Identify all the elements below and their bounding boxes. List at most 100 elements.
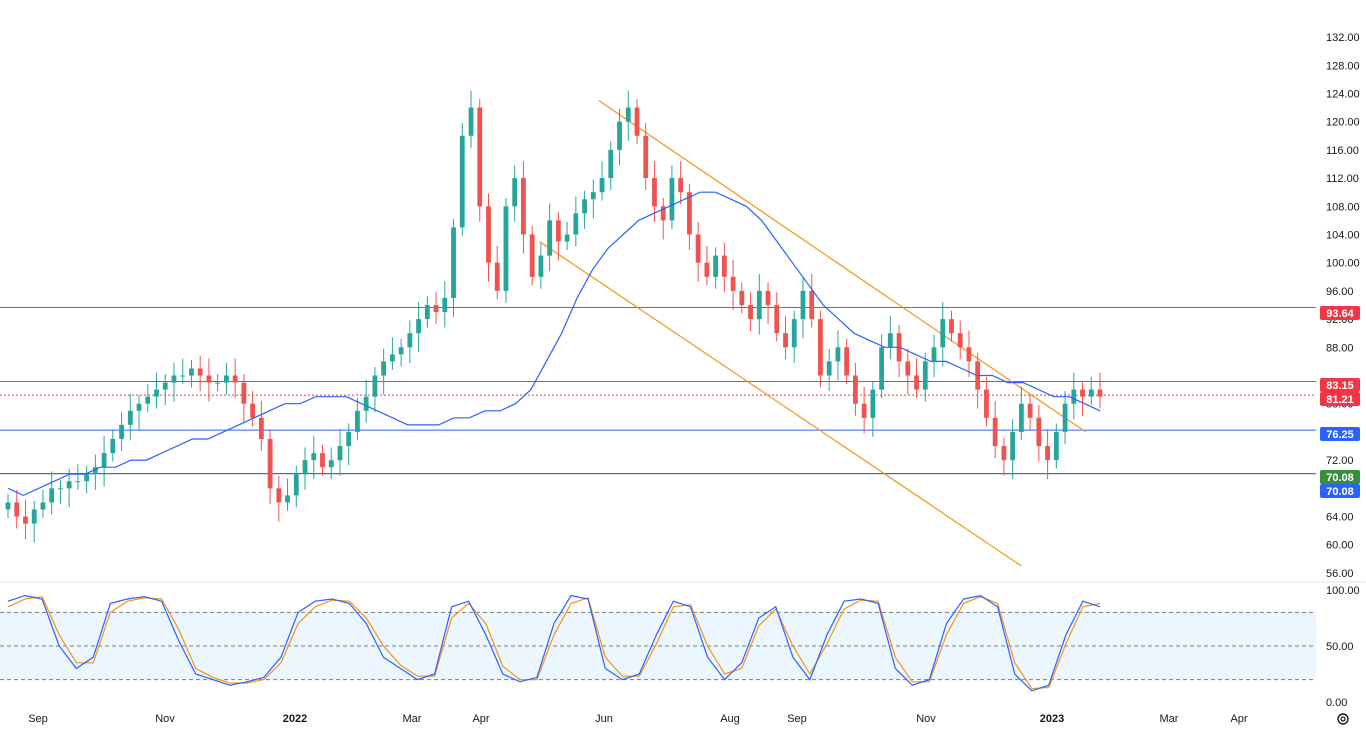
candle-body xyxy=(407,333,413,348)
candle-body xyxy=(748,305,753,320)
candle-body xyxy=(1018,403,1024,432)
candle-body xyxy=(337,446,343,461)
candle-body xyxy=(302,460,308,475)
candle-body xyxy=(992,417,998,447)
price-tag xyxy=(1320,306,1360,320)
candle-body xyxy=(424,305,430,320)
candle-body xyxy=(949,319,954,334)
candle-body xyxy=(844,347,850,376)
x-tick-label: 2022 xyxy=(283,713,307,725)
price-tag xyxy=(1320,392,1360,406)
x-tick-label: Mar xyxy=(1160,713,1179,725)
candle-body xyxy=(92,467,98,475)
candle-body xyxy=(870,389,876,418)
candle-body xyxy=(739,290,745,305)
candle-body xyxy=(459,135,465,228)
candle-body xyxy=(40,502,46,510)
candle-body xyxy=(887,333,893,348)
candle-body xyxy=(1071,389,1077,404)
candle-body xyxy=(625,107,631,122)
candle-body xyxy=(311,453,317,461)
candle-body xyxy=(765,290,771,305)
candle-body xyxy=(241,382,247,404)
candle-body xyxy=(826,361,832,376)
candle-body xyxy=(931,347,937,362)
candle-body xyxy=(660,206,666,221)
candle-body xyxy=(486,206,491,263)
price-tag-label: 76.25 xyxy=(1326,429,1354,441)
candle-body xyxy=(538,255,544,277)
candle-body xyxy=(119,424,124,439)
gear-icon[interactable] xyxy=(1337,713,1349,725)
candle-body xyxy=(1001,446,1007,461)
candle-body xyxy=(232,375,238,383)
candle-body xyxy=(652,178,657,207)
channel-upper-line xyxy=(598,100,1087,433)
candle-body xyxy=(643,135,649,179)
y-tick-label: 104.00 xyxy=(1326,229,1360,241)
x-tick-label: Apr xyxy=(472,713,489,725)
y-tick-label: 128.00 xyxy=(1326,60,1360,72)
candle-body xyxy=(389,354,395,362)
candle-body xyxy=(704,262,710,277)
candle-body xyxy=(573,213,579,235)
candle-body xyxy=(852,375,858,404)
candle-body xyxy=(75,481,81,483)
candle-body xyxy=(285,495,290,503)
y-tick-label: 108.00 xyxy=(1326,201,1360,213)
candle-body xyxy=(101,453,107,468)
channel-lower-line xyxy=(539,241,1022,567)
x-tick-label: Nov xyxy=(916,713,936,725)
candle-body xyxy=(66,481,72,489)
candle-body xyxy=(1080,389,1085,397)
candle-body xyxy=(189,368,194,376)
price-tag-label: 81.21 xyxy=(1326,394,1354,406)
candle-body xyxy=(494,262,500,291)
candle-body xyxy=(363,396,369,411)
y-tick-label: 124.00 xyxy=(1326,88,1360,100)
candle-body xyxy=(617,121,622,150)
x-tick-label: 2023 xyxy=(1040,713,1064,725)
candle-body xyxy=(984,389,989,418)
candle-body xyxy=(861,403,867,418)
candle-body xyxy=(136,403,142,411)
candle-body xyxy=(84,474,90,482)
moving-average-line xyxy=(7,191,1101,497)
candle-body xyxy=(320,453,325,468)
y-tick-label: 120.00 xyxy=(1326,117,1360,129)
x-tick-label: Apr xyxy=(1230,713,1247,725)
candle-body xyxy=(1088,389,1094,397)
price-tag xyxy=(1320,484,1360,498)
candle-body xyxy=(590,192,596,200)
y-tick-label: 100.00 xyxy=(1326,258,1360,270)
candle-body xyxy=(171,375,177,383)
candle-body xyxy=(582,199,587,214)
candle-body xyxy=(721,255,727,277)
candle-body xyxy=(154,389,159,397)
y-tick-label: 72.00 xyxy=(1326,455,1354,467)
candle-body xyxy=(433,305,439,313)
candle-body xyxy=(5,502,11,510)
candle-body xyxy=(14,502,20,517)
candle-body xyxy=(555,220,561,242)
candle-body xyxy=(468,107,474,136)
price-tag-label: 70.08 xyxy=(1326,486,1354,498)
candle-body xyxy=(503,206,509,291)
candle-body xyxy=(416,319,421,334)
candle-body xyxy=(372,375,378,397)
candle-body xyxy=(1010,431,1016,461)
y-tick-label: 132.00 xyxy=(1326,32,1360,44)
price-tag xyxy=(1320,378,1360,392)
candle-body xyxy=(940,319,946,348)
candle-body xyxy=(800,290,806,320)
candle-body xyxy=(922,361,928,390)
candle-body xyxy=(835,347,841,362)
candle-body xyxy=(127,410,133,425)
candle-body xyxy=(451,227,456,298)
candle-body xyxy=(905,361,911,376)
candle-body xyxy=(512,178,518,207)
candle-body xyxy=(1027,403,1033,418)
candle-body xyxy=(818,319,823,376)
